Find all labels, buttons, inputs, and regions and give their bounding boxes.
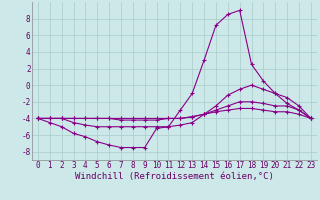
X-axis label: Windchill (Refroidissement éolien,°C): Windchill (Refroidissement éolien,°C) [75, 172, 274, 181]
